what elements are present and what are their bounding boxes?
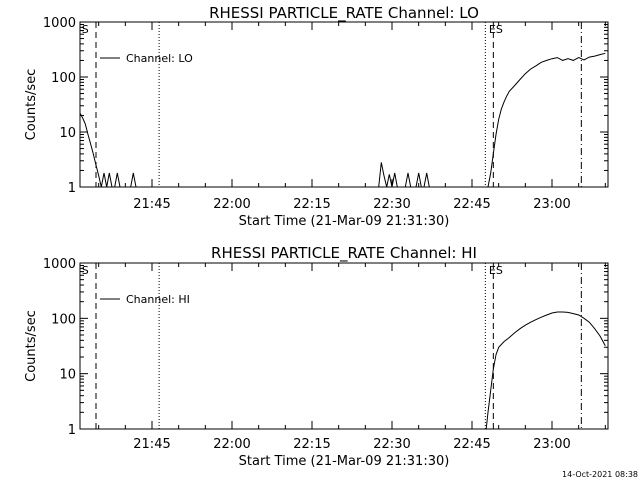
panel2-ylabel: Counts/sec [24, 310, 39, 382]
panel2-annotation-s: S [82, 264, 89, 277]
panel1-annotation-s: S [82, 23, 89, 36]
panel2-xtick-label: 21:45 [133, 437, 170, 452]
panel2-annotation-es: ES [489, 264, 503, 277]
panel1-ytick-label: 100 [51, 71, 76, 86]
panel1-legend-label: Channel: LO [126, 52, 193, 65]
panel1-xtick-label: 23:00 [533, 197, 570, 212]
panel2-plot-frame [79, 262, 609, 430]
panel2-legend-label: Channel: HI [126, 293, 190, 306]
panel2-series-line [485, 311, 606, 430]
panel1-xtick-label: 22:15 [293, 197, 330, 212]
panel1-xtick-label: 21:45 [133, 197, 170, 212]
panel2-xlabel: Start Time (21-Mar-09 21:31:30) [239, 454, 450, 469]
panel1-series-line [79, 52, 606, 188]
panel1-title: RHESSI PARTICLE_RATE Channel: LO [209, 4, 479, 23]
panel1-xtick-label: 22:00 [213, 197, 250, 212]
panel1-ytick-label: 1000 [43, 16, 76, 31]
panel1-ytick-label: 10 [59, 126, 76, 141]
panel1-xtick-label: 22:45 [453, 197, 490, 212]
panel2-xtick-label: 22:45 [453, 437, 490, 452]
panel2-ytick-label: 1 [68, 423, 76, 438]
panel1-xtick-label: 22:30 [373, 197, 410, 212]
panel2-ytick-label: 10 [59, 368, 76, 383]
panel2-ytick-label: 100 [51, 312, 76, 327]
footer-timestamp: 14-Oct-2021 08:38 [562, 470, 638, 479]
panel2-xtick-label: 22:00 [213, 437, 250, 452]
panel1-ytick-label: 1 [68, 181, 76, 196]
panel1-annotation-es: ES [489, 23, 503, 36]
panel2-xtick-label: 23:00 [533, 437, 570, 452]
panel2-ytick-label: 1000 [43, 257, 76, 272]
panel2-xtick-label: 22:30 [373, 437, 410, 452]
panel2-title: RHESSI PARTICLE_RATE Channel: HI [211, 244, 477, 263]
panel1-ylabel: Counts/sec [24, 69, 39, 141]
panel2-xtick-label: 22:15 [293, 437, 330, 452]
panel1-xlabel: Start Time (21-Mar-09 21:31:30) [239, 214, 450, 229]
